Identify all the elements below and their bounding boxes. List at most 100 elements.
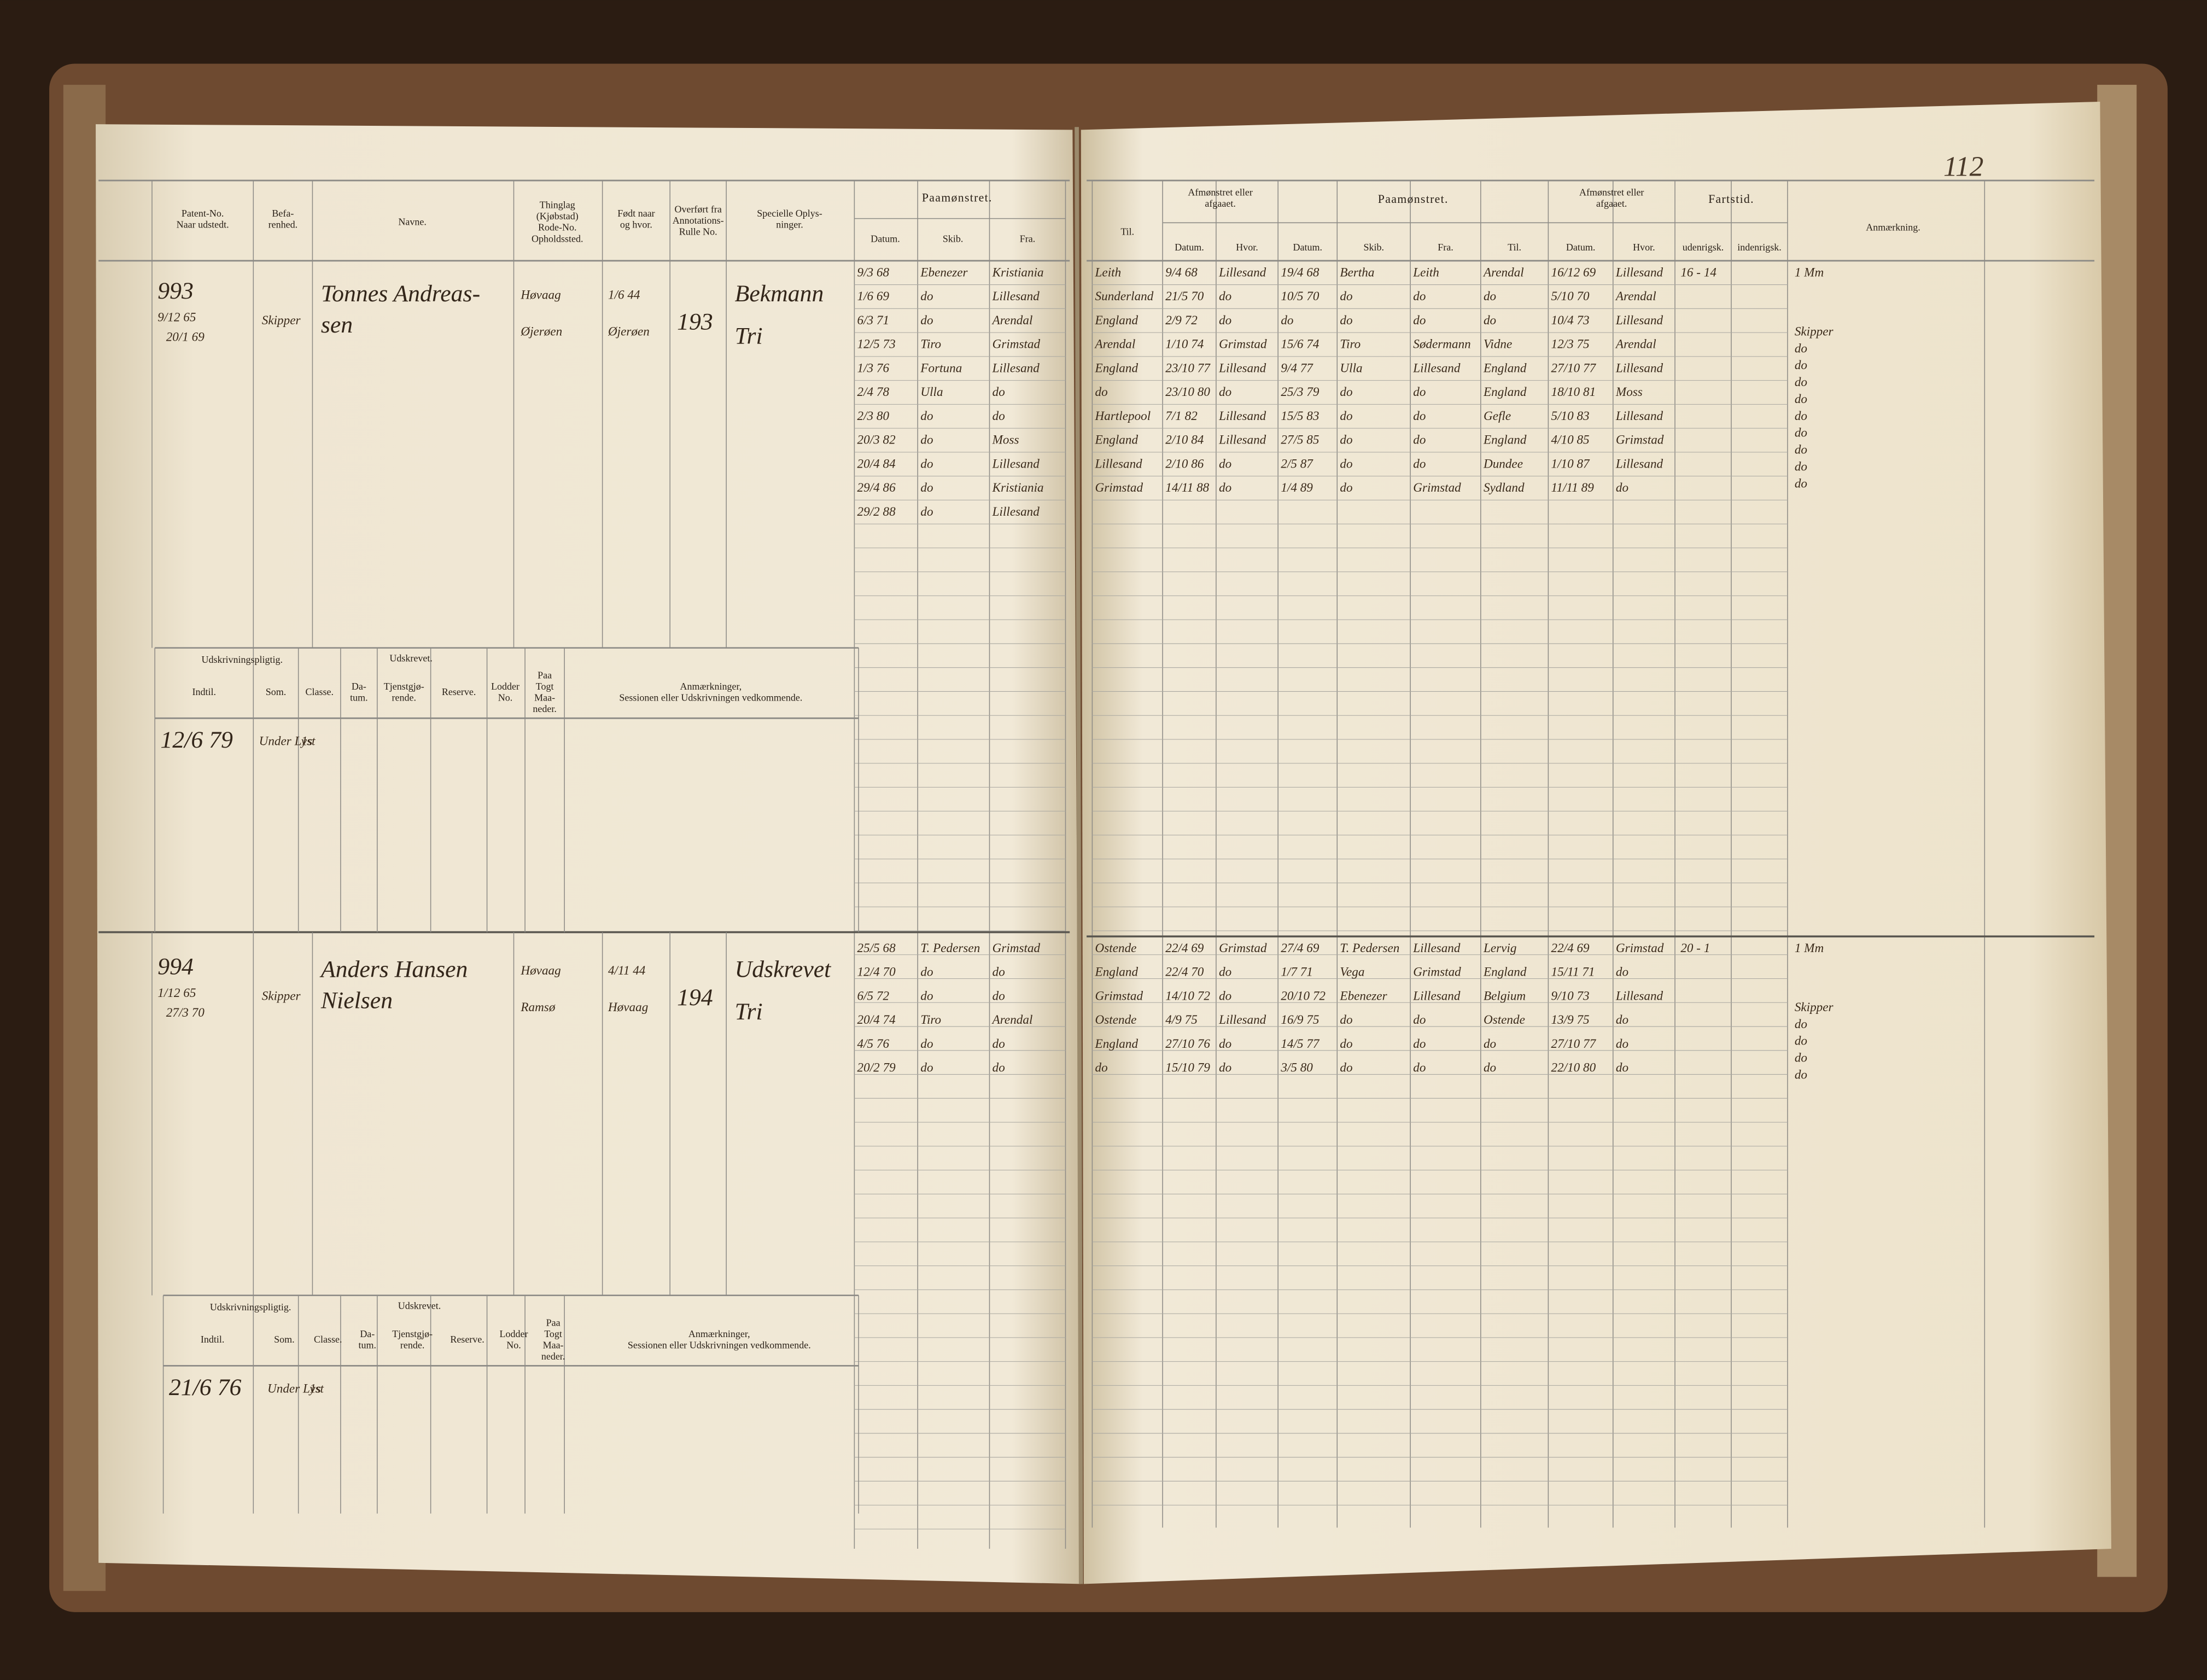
voyage-cell: do — [920, 313, 933, 328]
column-header: tum. — [350, 692, 368, 703]
voyage-cell: Tiro — [1340, 337, 1361, 352]
voyage-cell: 5/10 70 — [1551, 289, 1590, 304]
column-header: Navne. — [398, 216, 426, 227]
voyage-cell: 14/5 77 — [1281, 1037, 1320, 1051]
voyage-cell: do — [920, 409, 933, 423]
left-page — [96, 124, 1081, 1584]
voyage-cell: do — [1413, 289, 1426, 304]
voyage-cell: Tiro — [920, 337, 941, 352]
column-header: Reserve. — [442, 686, 476, 697]
voyage-cell: Arendal — [1482, 265, 1524, 279]
voyage-cell: do — [1413, 1013, 1426, 1027]
voyage-cell: 14/11 88 — [1165, 481, 1209, 495]
column-header: Tjenstgjø- — [392, 1328, 433, 1339]
issue-date: 1/12 65 — [157, 986, 196, 1000]
voyage-cell: do — [992, 409, 1005, 423]
voyage-cell: do — [920, 505, 933, 519]
place: Høvaag — [520, 964, 560, 978]
voyage-cell: 7/1 82 — [1165, 409, 1198, 423]
voyage-cell: do — [920, 989, 933, 1003]
voyage-cell: 12/4 70 — [857, 965, 896, 979]
voyage-cell: 2/4 78 — [857, 385, 890, 399]
remark: do — [1795, 358, 1807, 372]
voyage-cell: Lillesand — [1095, 457, 1143, 471]
voyage-cell: 23/10 77 — [1165, 361, 1211, 375]
voyage-cell: do — [1484, 1061, 1496, 1075]
voyage-cell: 27/10 76 — [1165, 1037, 1210, 1051]
voyage-cell: Arendal — [1094, 337, 1136, 352]
voyage-cell: Lillesand — [1615, 409, 1663, 423]
voyage-cell: 10/4 73 — [1551, 313, 1590, 328]
rulle-number: 193 — [677, 309, 713, 335]
voyage-cell: do — [992, 989, 1005, 1003]
voyage-cell: 27/10 77 — [1551, 1037, 1597, 1051]
voyage-cell: 18/10 81 — [1551, 385, 1596, 399]
voyage-cell: Sunderland — [1095, 289, 1154, 304]
voyage-cell: England — [1483, 361, 1527, 375]
voyage-cell: do — [1219, 481, 1231, 495]
ruled-lines — [98, 179, 2095, 1549]
voyage-cell: Sydland — [1484, 481, 1525, 495]
voyage-cell: Belgium — [1484, 989, 1526, 1003]
voyage-cell: 12/5 73 — [857, 337, 896, 352]
column-header: Paa — [546, 1317, 560, 1328]
column-header: rende. — [392, 692, 416, 703]
column-header: Paa — [538, 669, 552, 680]
voyage-cell: do — [1219, 313, 1231, 328]
issue-date: 20/1 69 — [166, 330, 205, 345]
remark: do — [1795, 1034, 1807, 1048]
voyage-cell: do — [1219, 385, 1231, 399]
voyage-cell: Grimstad — [1095, 989, 1143, 1003]
column-header: Befa- — [272, 208, 294, 219]
column-header: Fra. — [1438, 242, 1453, 253]
column-header: Lodder — [500, 1328, 528, 1339]
voyage-cell: Moss — [992, 433, 1019, 447]
voyage-cell: 22/4 69 — [1165, 941, 1204, 955]
voyage-cell: Vega — [1340, 965, 1364, 979]
voyage-cell: Ostende — [1484, 1013, 1525, 1027]
voyage-cell: 20/2 79 — [857, 1061, 896, 1075]
voyage-cell: England — [1095, 965, 1138, 979]
voyage-cell: Leith — [1412, 265, 1439, 279]
group-header: afgaaet. — [1596, 198, 1627, 209]
conscription-cell: 21/6 76 — [169, 1374, 242, 1401]
column-header: Overført fra — [674, 203, 721, 214]
voyage-cell: 27/10 77 — [1551, 361, 1597, 375]
voyage-cell: Grimstad — [992, 337, 1041, 352]
voyage-cell: T. Pedersen — [1340, 941, 1399, 955]
remark: do — [1795, 459, 1807, 474]
column-header: renhed. — [268, 219, 297, 230]
voyage-cell: Kristiania — [992, 481, 1044, 495]
column-header: indenrigsk. — [1737, 242, 1782, 253]
column-header: udenrigsk. — [1683, 242, 1724, 253]
voyage-cell: Vidne — [1484, 337, 1512, 352]
sea-time: 20 - 1 — [1680, 941, 1710, 955]
voyage-cell: 20/4 84 — [857, 457, 896, 471]
remark: do — [1795, 1068, 1807, 1082]
column-header: Sessionen eller Udskrivningen vedkommend… — [619, 692, 802, 703]
voyage-cell: Lillesand — [1412, 941, 1461, 955]
voyage-cell: Lillesand — [1615, 313, 1663, 328]
column-header: rende. — [400, 1339, 424, 1350]
group-header: Paamønstret. — [922, 191, 992, 205]
voyage-cell: do — [1616, 1037, 1628, 1051]
column-header: Reserve. — [450, 1334, 484, 1345]
place: Ramsø — [520, 1000, 555, 1014]
voyage-cell: do — [1340, 481, 1352, 495]
column-header: Indtil. — [201, 1334, 225, 1345]
page-number: 112 — [1943, 151, 1983, 182]
column-header: Opholdssted. — [532, 233, 583, 244]
voyage-cell: 11/11 89 — [1551, 481, 1595, 495]
name: sen — [321, 312, 353, 338]
voyage-cell: 22/4 69 — [1551, 941, 1590, 955]
voyage-cell: Lillesand — [992, 361, 1040, 375]
column-header: Født naar — [617, 208, 655, 219]
voyage-cell: 9/10 73 — [1551, 989, 1590, 1003]
voyage-cell: do — [1095, 385, 1108, 399]
place: Øjerøen — [520, 324, 562, 339]
voyage-cell: 20/4 74 — [857, 1013, 896, 1027]
texts: 112 Patent-No.Naar udstedt. Befa-renhed. Na… — [157, 151, 1983, 1401]
column-header: Datum. — [1566, 242, 1596, 253]
voyage-cell: Dundee — [1483, 457, 1523, 471]
voyage-cell: do — [1340, 1037, 1352, 1051]
